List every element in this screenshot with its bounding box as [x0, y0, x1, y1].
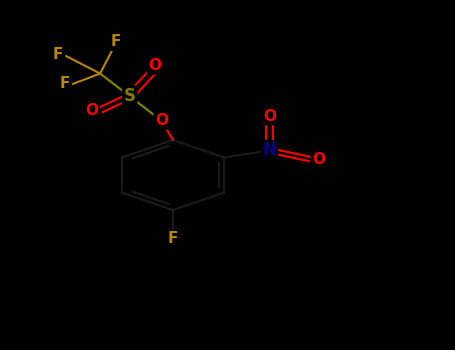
Text: S: S	[124, 87, 136, 105]
Text: O: O	[148, 58, 161, 73]
Text: O: O	[155, 113, 168, 128]
Text: F: F	[111, 35, 121, 49]
Text: F: F	[60, 77, 70, 91]
Text: F: F	[168, 231, 178, 246]
Text: F: F	[53, 47, 63, 62]
Text: N: N	[263, 141, 277, 160]
Text: O: O	[86, 103, 98, 118]
Text: O: O	[263, 109, 276, 124]
Text: O: O	[312, 152, 325, 167]
